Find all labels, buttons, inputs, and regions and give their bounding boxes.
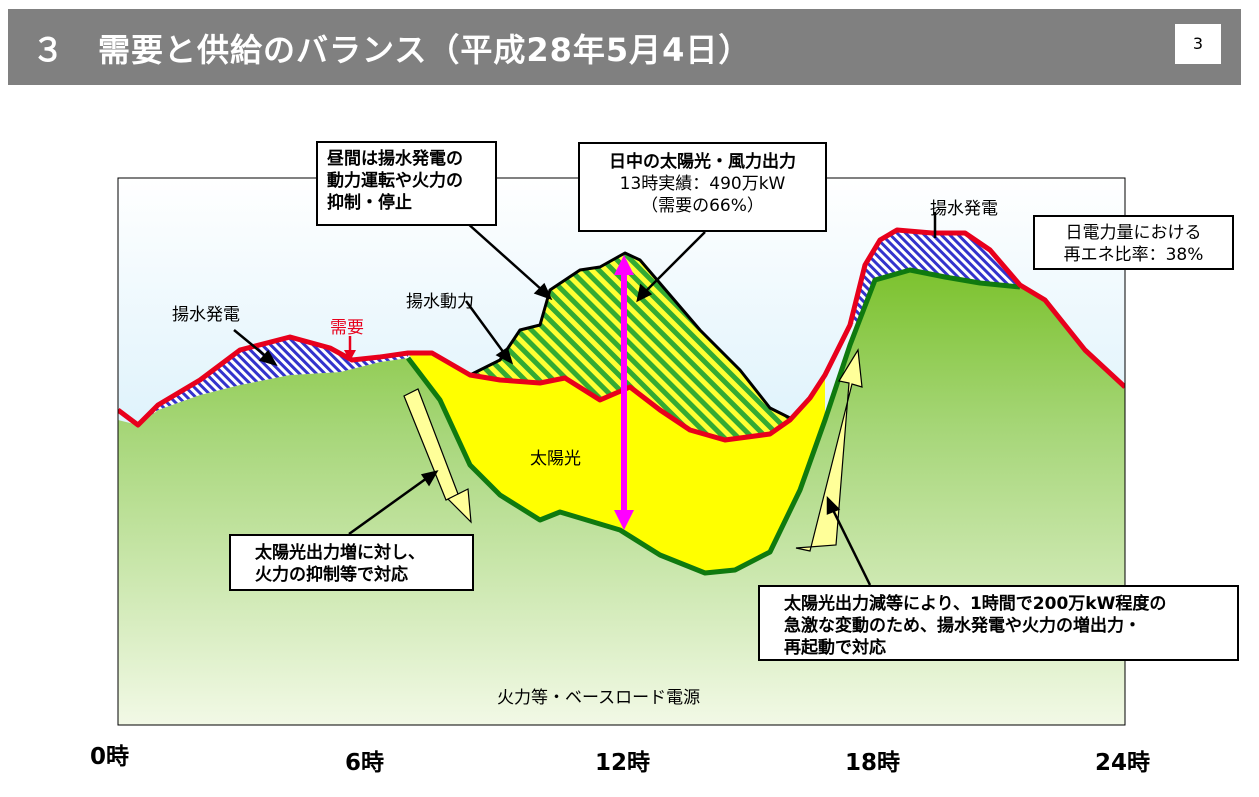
callout-solar-wind: 日中の太陽光・風力出力 13時実績：490万kW （需要の66%）: [578, 142, 827, 232]
callout-solar-decrease: 太陽光出力減等により、1時間で200万kW程度の 急激な変動のため、揚水発電や火…: [758, 585, 1239, 661]
axis-tick-24: 24時: [1095, 750, 1151, 776]
pumping-power-area: [470, 253, 790, 440]
pumped-hydro-left-area: [138, 337, 408, 425]
callout-daytime: 昼間は揚水発電の 動力運転や火力の 抑制・停止: [316, 141, 497, 226]
demand-pointer: [344, 336, 356, 361]
pumped-hydro-right-label: 揚水発電: [930, 199, 998, 219]
page-number: 3: [1175, 24, 1221, 64]
callout-decrease-line-1: 太陽光出力減等により、1時間で200万kW程度の: [784, 594, 1167, 614]
base-load-label: 火力等・ベースロード電源: [497, 688, 701, 708]
callout-daytime-line-3: 抑制・停止: [327, 193, 412, 213]
axis-tick-6: 6時: [345, 750, 385, 776]
callout-daytime-line-2: 動力運転や火力の: [327, 171, 463, 191]
callout-solar-increase: 太陽光出力増に対し、 火力の抑制等で対応: [229, 534, 474, 591]
solar-wind-output-arrow: [614, 255, 634, 530]
callout-solar-wind-line-2: 13時実績：490万kW: [619, 174, 786, 194]
solar-area: [408, 353, 825, 573]
callout-increase-line-2: 火力の抑制等で対応: [255, 565, 408, 585]
callout-daytime-line-1: 昼間は揚水発電の: [327, 149, 463, 169]
page-title: ３ 需要と供給のバランス（平成28年5月4日）: [32, 31, 752, 69]
axis-tick-12: 12時: [595, 750, 651, 776]
callout-solar-wind-line-1: 日中の太陽光・風力出力: [609, 152, 796, 172]
callout-ratio-line-2: 再エネ比率：38%: [1063, 245, 1204, 265]
header-bar: ３ 需要と供給のバランス（平成28年5月4日） 3: [8, 9, 1241, 85]
callout-ratio-line-1: 日電力量における: [1065, 223, 1202, 243]
callout-increase-line-1: 太陽光出力増に対し、: [255, 543, 425, 563]
callout-renewable-ratio: 日電力量における 再エネ比率：38%: [1033, 215, 1234, 270]
solar-label: 太陽光: [530, 449, 581, 469]
pumped-hydro-left-label: 揚水発電: [172, 305, 240, 325]
demand-line: [118, 227, 1125, 443]
callout-solar-wind-line-3: （需要の66%）: [641, 196, 764, 216]
leader-lines: [233, 212, 937, 586]
pumping-power-label: 揚水動力: [406, 292, 474, 312]
axis-tick-0: 0時: [90, 744, 130, 770]
callout-decrease-line-2: 急激な変動のため、揚水発電や火力の増出力・: [784, 616, 1141, 636]
pumped-hydro-right-area: [850, 230, 1020, 325]
axis-tick-18: 18時: [845, 750, 901, 776]
peak-outline: [469, 251, 791, 420]
callout-decrease-line-3: 再起動で対応: [784, 638, 886, 658]
supply-line: [406, 267, 1021, 576]
down-arrow: [403, 388, 472, 524]
demand-label: 需要: [330, 318, 364, 338]
